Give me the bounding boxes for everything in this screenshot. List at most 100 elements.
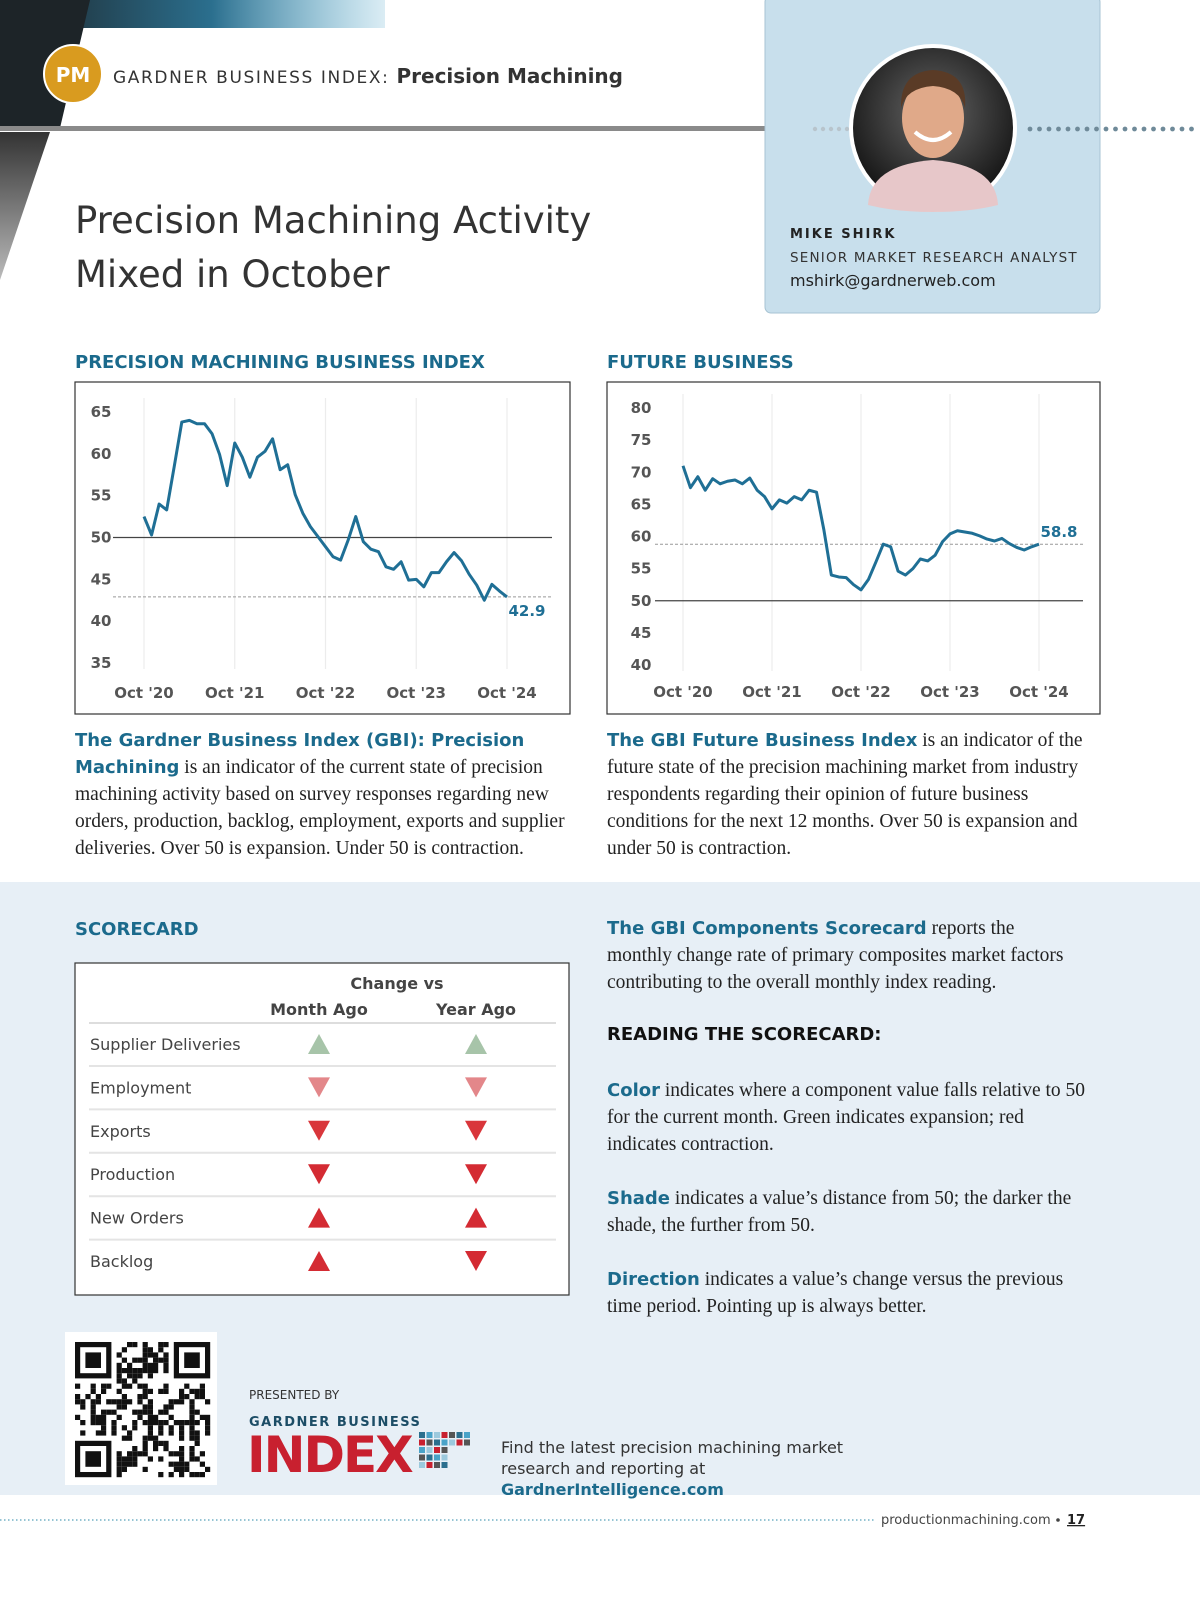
- dot: [1113, 126, 1118, 132]
- dot: [1103, 126, 1109, 132]
- qr-cell: [111, 1399, 117, 1405]
- cta-text: Find the latest precision machining mark…: [501, 1438, 844, 1478]
- row-label: Exports: [90, 1122, 151, 1141]
- qr-cell: [153, 1440, 159, 1446]
- chart-frame: [74, 381, 571, 715]
- qr-cell: [137, 1451, 143, 1457]
- qr-cell: [179, 1472, 185, 1478]
- dot: [844, 126, 850, 132]
- qr-cell: [111, 1425, 117, 1431]
- qr-cell: [179, 1435, 185, 1441]
- qr-cell: [179, 1461, 185, 1467]
- y-tick-label: 80: [631, 399, 652, 417]
- author-role: SENIOR MARKET RESEARCH ANALYST: [790, 250, 1078, 266]
- column-header: Month Ago: [270, 1000, 368, 1019]
- qr-cell: [153, 1357, 159, 1363]
- logo-cell: [426, 1447, 433, 1453]
- item-lead: Shade: [607, 1188, 671, 1209]
- qr-cell: [153, 1435, 159, 1441]
- author-name: MIKE SHIRK: [790, 227, 897, 242]
- qr-code: [74, 1341, 211, 1478]
- data-line: [681, 465, 1040, 592]
- qr-cell: [189, 1430, 195, 1436]
- y-tick-label: 55: [631, 560, 652, 578]
- logo-cell: [434, 1462, 440, 1468]
- qr-cell: [75, 1383, 81, 1389]
- logo-cell: [419, 1447, 425, 1453]
- qr-cell: [158, 1342, 164, 1348]
- logo-cell: [456, 1432, 463, 1438]
- qr-cell: [116, 1414, 122, 1420]
- qr-cell: [153, 1368, 159, 1374]
- qr-cell: [90, 1388, 96, 1394]
- qr-cell: [95, 1399, 101, 1405]
- qr-cell: [95, 1414, 101, 1420]
- qr-cell: [127, 1435, 133, 1441]
- qr-finder: [173, 1341, 211, 1379]
- qr-cell: [80, 1420, 86, 1426]
- qr-cell: [127, 1383, 133, 1389]
- qr-cell: [127, 1373, 133, 1379]
- dot: [1037, 126, 1042, 132]
- qr-cell: [147, 1420, 153, 1426]
- qr-cell: [121, 1466, 127, 1472]
- qr-cell: [121, 1378, 127, 1384]
- qr-cell: [168, 1404, 174, 1410]
- qr-cell: [147, 1414, 153, 1420]
- qr-cell: [158, 1456, 164, 1462]
- qr-cell: [163, 1357, 169, 1363]
- qr-cell: [142, 1440, 148, 1446]
- header-rule: [0, 126, 845, 131]
- qr-cell: [189, 1388, 195, 1394]
- description-text: is an indicator of the current state of …: [75, 757, 565, 859]
- dot: [1122, 126, 1128, 132]
- qr-cell: [189, 1435, 195, 1441]
- qr-cell: [116, 1404, 122, 1410]
- qr-cell: [132, 1451, 138, 1457]
- logo-cell: [456, 1439, 463, 1446]
- qr-cell: [127, 1342, 133, 1348]
- qr-cell: [147, 1347, 153, 1353]
- qr-cell: [90, 1409, 96, 1415]
- qr-cell: [173, 1420, 179, 1426]
- intro-text: reports the monthly change rate of prima…: [607, 918, 1064, 993]
- logo-cell: [426, 1432, 433, 1438]
- dot: [812, 126, 818, 132]
- series-label: GARDNER BUSINESS INDEX:: [113, 68, 390, 88]
- qr-cell: [116, 1456, 122, 1462]
- qr-cell: [116, 1352, 122, 1358]
- qr-cell: [101, 1388, 107, 1394]
- intro-lead: The GBI Components Scorecard: [607, 918, 927, 939]
- qr-cell: [116, 1466, 122, 1472]
- last-value-label: 58.8: [1040, 523, 1077, 541]
- qr-cell: [199, 1472, 205, 1478]
- qr-cell: [189, 1456, 195, 1462]
- qr-cell: [121, 1383, 127, 1389]
- y-tick-label: 35: [91, 654, 112, 672]
- qr-cell: [80, 1399, 86, 1405]
- description: The GBI Future Business Index is an indi…: [607, 727, 1107, 862]
- qr-cell: [179, 1420, 185, 1426]
- qr-cell: [142, 1451, 148, 1457]
- qr-cell: [189, 1420, 195, 1426]
- qr-cell: [111, 1409, 117, 1415]
- qr-cell: [153, 1362, 159, 1368]
- photo-shirt: [868, 160, 998, 212]
- badge-circle: [43, 44, 103, 104]
- logo-cell: [441, 1439, 448, 1446]
- data-line: [142, 418, 508, 602]
- qr-cell: [142, 1446, 148, 1452]
- qr-cell: [163, 1446, 169, 1452]
- chart-title: FUTURE BUSINESS: [607, 352, 794, 373]
- qr-cell: [142, 1388, 148, 1394]
- qr-cell: [121, 1357, 127, 1363]
- dot: [1075, 126, 1080, 132]
- item-lead: Color: [607, 1080, 660, 1101]
- description-lead: The Gardner Business Index (GBI): Precis…: [75, 730, 525, 778]
- qr-cell: [179, 1451, 185, 1457]
- dot: [1027, 126, 1033, 132]
- dot: [1179, 126, 1185, 132]
- logo-cell: [434, 1439, 440, 1446]
- dot: [1160, 126, 1166, 132]
